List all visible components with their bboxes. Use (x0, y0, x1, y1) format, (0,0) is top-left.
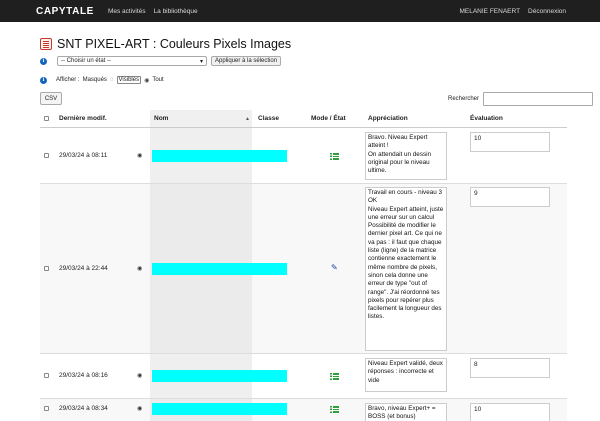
appreciation-field[interactable]: Bravo. Niveau Expert atteint ! On attend… (365, 132, 447, 180)
filter-masques[interactable]: Masqués (82, 77, 107, 83)
name-column-bg (150, 110, 252, 127)
row-date: 29/03/24 à 22:44 (59, 265, 108, 272)
appreciation-field[interactable]: Bravo, niveau Expert+ = BOSS (et bonus) (365, 403, 447, 421)
state-bar: i -- Choisir un état -- ▾ Appliquer à la… (40, 56, 282, 66)
header-classe[interactable]: Classe (258, 115, 279, 122)
sort-arrow-icon[interactable]: ▲ (245, 116, 250, 122)
list-check-icon[interactable] (330, 373, 339, 380)
filter-label: Afficher : (56, 77, 80, 83)
row-checkbox[interactable] (44, 406, 49, 411)
evaluation-input[interactable]: 8 (470, 358, 550, 378)
search-area: Rechercher (448, 92, 594, 106)
page-header: SNT PIXEL-ART : Couleurs Pixels Images (40, 37, 291, 51)
eye-icon[interactable]: ◉ (137, 266, 143, 272)
checkbox[interactable] (44, 266, 49, 271)
filter-tout[interactable]: Tout (152, 77, 164, 83)
appreciation-field[interactable]: Travail en cours - niveau 3 OK Niveau Ex… (365, 187, 447, 351)
eye-icon[interactable]: ◉ (137, 153, 143, 159)
apply-selection-button[interactable]: Appliquer à la sélection (211, 56, 282, 66)
filter-visibles[interactable]: Visibles (116, 76, 142, 84)
checkbox[interactable] (44, 373, 49, 378)
evaluation-input[interactable]: 9 (470, 187, 550, 207)
select-all-checkbox[interactable] (44, 116, 49, 121)
search-label: Rechercher (448, 96, 480, 102)
checkbox[interactable] (44, 153, 49, 158)
table-row: 29/03/24 à 22:44 ◉ ✎ Travail en cours - … (40, 184, 567, 354)
top-navbar: CAPYTALE Mes activités La bibliothèque M… (0, 0, 600, 22)
appreciation-field[interactable]: Niveau Expert validé, deux réponses : in… (365, 358, 447, 392)
brand-logo[interactable]: CAPYTALE (36, 5, 94, 17)
header-mode[interactable]: Mode / État (311, 115, 346, 122)
row-date: 29/03/24 à 08:34 (59, 405, 108, 412)
row-checkbox[interactable] (44, 153, 49, 158)
row-checkbox[interactable] (44, 266, 49, 271)
row-date: 29/03/24 à 08:16 (59, 372, 108, 379)
sort-up-icon: ▲ (245, 115, 250, 122)
chevron-down-icon: ▾ (199, 58, 203, 65)
table-row: 29/03/24 à 08:11 ◉ Bravo. Niveau Expert … (40, 128, 567, 184)
visibility-filter: i Afficher : Masqués ◌ Visibles ◉ Tout (40, 76, 164, 84)
header-name[interactable]: Nom (154, 115, 169, 122)
submissions-table: Dernière modif. Nom ▲ Classe Mode / État… (40, 110, 567, 421)
eye-icon: ◉ (144, 77, 150, 84)
pencil-icon[interactable]: ✎ (331, 263, 338, 272)
header-date[interactable]: Dernière modif. (59, 115, 107, 122)
user-name[interactable]: MELANIE FENAERT (459, 7, 521, 15)
page-title: SNT PIXEL-ART : Couleurs Pixels Images (57, 37, 292, 51)
nav-mes-activites[interactable]: Mes activités (107, 7, 146, 15)
eye-icon[interactable]: ◉ (137, 406, 143, 412)
info-icon[interactable]: i (40, 57, 47, 65)
list-check-icon[interactable] (330, 406, 339, 413)
state-select[interactable]: -- Choisir un état -- ▾ (57, 56, 207, 66)
search-input[interactable] (483, 92, 594, 106)
table-header: Dernière modif. Nom ▲ Classe Mode / État… (40, 110, 567, 128)
user-area: MELANIE FENAERT Déconnexion (459, 8, 566, 15)
eye-slash-icon: ◌ (109, 77, 114, 83)
list-check-icon[interactable] (330, 153, 339, 160)
nav-bibliotheque[interactable]: La bibliothèque (153, 7, 198, 15)
table-row: 29/03/24 à 08:16 ◉ Niveau Expert validé,… (40, 354, 567, 399)
header-evaluation[interactable]: Évaluation (470, 115, 503, 122)
row-date: 29/03/24 à 08:11 (59, 152, 108, 159)
evaluation-input[interactable]: 10 (470, 132, 550, 152)
table-row: 29/03/24 à 08:34 ◉ Bravo, niveau Expert+… (40, 399, 567, 421)
redacted-name[interactable] (152, 150, 287, 162)
redacted-name[interactable] (152, 403, 287, 415)
checkbox[interactable] (44, 406, 49, 411)
redacted-name[interactable] (152, 263, 287, 275)
activity-icon (40, 38, 52, 50)
state-select-value: -- Choisir un état -- (61, 58, 112, 64)
header-appreciation[interactable]: Appréciation (368, 115, 408, 122)
row-checkbox[interactable] (44, 373, 49, 378)
eye-icon[interactable]: ◉ (137, 373, 143, 379)
evaluation-input[interactable]: 10 (470, 403, 550, 421)
info-icon[interactable]: i (40, 76, 47, 84)
csv-export-button[interactable]: CSV (40, 92, 62, 105)
logout-link[interactable]: Déconnexion (528, 7, 566, 15)
redacted-name[interactable] (152, 370, 287, 382)
checkbox[interactable] (44, 116, 49, 121)
